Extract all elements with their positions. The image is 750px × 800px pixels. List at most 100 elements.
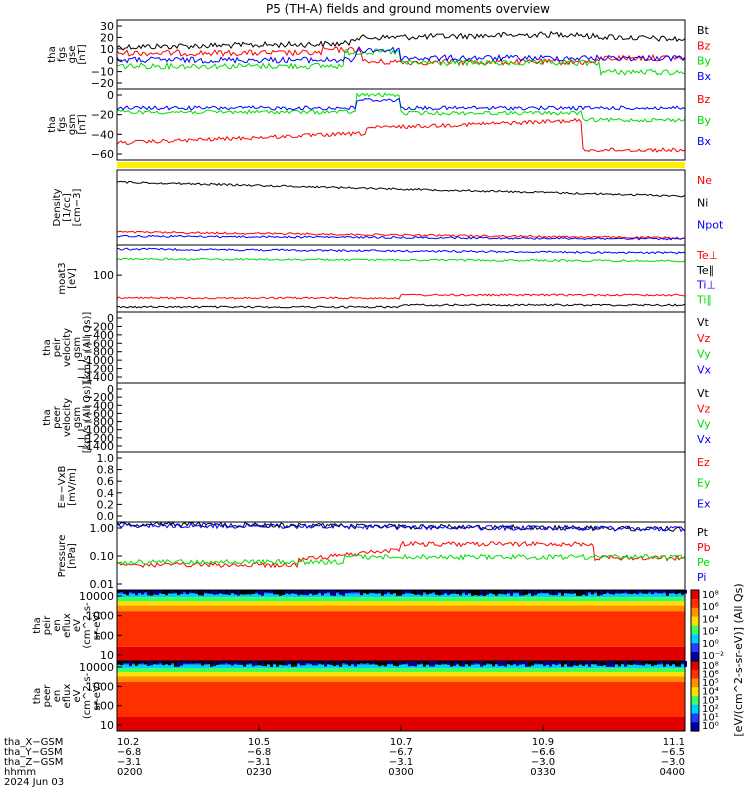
spectrogram-noise: [630, 590, 633, 595]
spectrogram-noise: [537, 661, 540, 664]
colorbar-tick: 10⁴: [702, 614, 719, 625]
colorbar-segment: [691, 634, 699, 644]
spectrogram-noise: [240, 590, 243, 595]
spectrogram-noise: [447, 590, 450, 596]
spectrogram-noise: [378, 590, 381, 594]
spectrogram-noise: [528, 590, 531, 594]
y-axis-label: [1/cc]: [62, 193, 73, 222]
series-line-Ne: [116, 230, 685, 240]
spectrogram-noise: [588, 590, 591, 592]
spectrogram-noise: [294, 661, 297, 667]
spectrogram-noise: [249, 590, 252, 595]
legend-entry-Vz: Vz: [697, 402, 711, 415]
x-tick-value: −6.7: [389, 747, 413, 758]
panel-3: Density [1/cc] [cm−3] Ne Ni Npot: [52, 169, 724, 246]
y-tick-label: 0: [107, 89, 114, 102]
spectrogram-noise: [426, 590, 429, 595]
spectrogram-noise: [384, 590, 387, 595]
spectrogram-noise: [333, 590, 336, 596]
spectrogram-noise: [345, 661, 348, 665]
x-tick-value: −6.8: [117, 747, 141, 758]
spectrogram-noise: [432, 590, 435, 593]
spectrogram-noise: [453, 590, 456, 594]
colorbar-segment: [691, 669, 699, 680]
spectrogram-noise: [210, 590, 213, 594]
colorbar-segment: [691, 678, 699, 688]
spectrogram-noise: [207, 590, 210, 594]
y-axis-label: peir: [42, 615, 53, 635]
spectrogram-noise: [174, 590, 177, 593]
legend-entry-Ni: Ni: [697, 196, 708, 209]
y-tick-label: 10000: [79, 590, 114, 603]
spectrogram-noise: [186, 661, 189, 664]
spectrogram-noise: [549, 590, 552, 595]
y-tick-label: 1000: [86, 680, 114, 693]
spectrogram-noise: [510, 590, 513, 596]
series-line-Pe: [116, 553, 686, 566]
spectrogram-noise: [552, 590, 555, 596]
spectrogram-noise: [405, 661, 408, 664]
spectrogram-noise: [450, 661, 453, 667]
spectrogram-noise: [258, 590, 261, 595]
y-axis-label: gsm: [72, 337, 83, 358]
spectrogram-noise: [489, 590, 492, 594]
spectrogram-noise: [243, 661, 246, 667]
spectrogram-noise: [498, 661, 501, 667]
spectrogram-band: [117, 682, 685, 717]
spectrogram-noise: [474, 590, 477, 596]
spectrogram-noise: [651, 590, 654, 595]
spectrogram-noise: [234, 590, 237, 595]
x-row-label: tha_Y−GSM: [4, 747, 63, 758]
spectrogram-noise: [570, 590, 573, 594]
y-tick-label: −20: [91, 109, 114, 122]
spectrogram-noise: [393, 661, 396, 666]
spectrogram-noise: [465, 661, 468, 665]
spectrogram-noise: [555, 661, 558, 666]
spectrogram-noise: [588, 661, 591, 667]
spectrogram-noise: [504, 590, 507, 595]
spectrogram-noise: [537, 590, 540, 594]
spectrogram-noise: [315, 661, 318, 666]
spectrogram-noise: [174, 661, 177, 667]
panel-frame: [116, 451, 686, 523]
spectrogram-noise: [444, 661, 447, 664]
legend-entry-Te⊥: Te⊥: [696, 249, 718, 262]
colorbar-tick: 10⁵: [702, 678, 719, 689]
spectrogram-noise: [534, 590, 537, 596]
spectrogram-noise: [285, 590, 288, 594]
spectrogram-noise: [204, 661, 207, 665]
spectrogram-band: [117, 664, 685, 668]
colorbar-tick: 10⁴: [702, 687, 719, 698]
spectrogram-noise: [672, 661, 675, 665]
colorbar-segment: [691, 590, 699, 600]
y-tick-label: 1000: [86, 610, 114, 623]
spectrogram-noise: [129, 590, 132, 593]
spectrogram-noise: [456, 590, 459, 594]
spectrogram-noise: [513, 661, 516, 664]
spectrogram-noise: [408, 661, 411, 667]
colorbar-segment: [691, 625, 699, 635]
spectrogram-noise: [189, 661, 192, 664]
y-tick-label: 0.4: [97, 487, 115, 500]
spectrogram-noise: [453, 661, 456, 666]
spectrogram-noise: [285, 661, 288, 666]
spectrogram-noise: [591, 590, 594, 595]
y-axis-label: gsm: [72, 407, 83, 428]
spectrogram-noise: [258, 661, 261, 666]
spectrogram-noise: [501, 661, 504, 666]
spectrogram-noise: [213, 661, 216, 667]
spectrogram-noise: [396, 590, 399, 596]
spectrogram-noise: [414, 590, 417, 595]
panel-frame: [116, 521, 686, 591]
spectrogram-noise: [408, 590, 411, 594]
spectrogram-noise: [663, 661, 666, 667]
spectrogram-band: [117, 646, 685, 661]
spectrogram-noise: [567, 590, 570, 594]
spectrogram-noise: [654, 661, 657, 666]
y-axis-label: [cm−3]: [72, 189, 83, 227]
spectrogram-noise: [294, 590, 297, 594]
spectrogram-noise: [138, 661, 141, 664]
spectrogram-noise: [435, 661, 438, 665]
spectrogram-noise: [222, 661, 225, 665]
